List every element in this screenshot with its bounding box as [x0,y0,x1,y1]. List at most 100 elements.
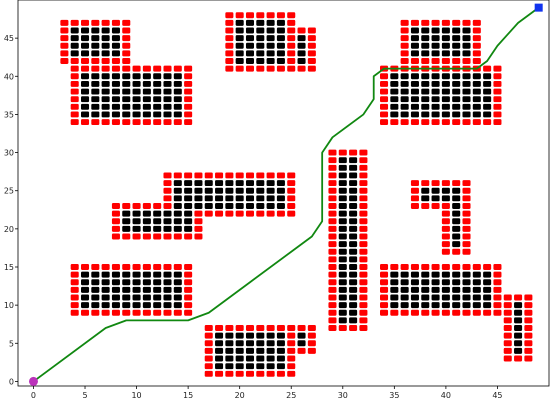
obstacle-interior-cell [390,111,399,118]
obstacle-boundary-cell [493,264,502,270]
obstacle-boundary-cell [359,279,368,286]
obstacle-interior-cell [235,35,244,42]
obstacle-boundary-cell [184,233,193,240]
obstacle-interior-cell [81,302,90,309]
obstacle-interior-cell [472,111,481,118]
obstacle-interior-cell [431,294,440,301]
obstacle-interior-cell [153,225,162,232]
obstacle-interior-cell [91,96,100,103]
obstacle-boundary-cell [493,309,502,316]
obstacle-boundary-cell [441,58,450,64]
obstacle-boundary-cell [163,119,172,126]
obstacle-boundary-cell [173,119,182,126]
obstacle-interior-cell [421,27,430,34]
obstacle-interior-cell [390,294,399,301]
obstacle-interior-cell [91,80,100,87]
obstacle-interior-cell [81,271,90,278]
obstacle-boundary-cell [462,19,471,26]
x-tick-label: 15 [183,391,193,400]
obstacle-boundary-cell [111,233,120,240]
obstacle-boundary-cell [276,325,285,331]
obstacle-boundary-cell [307,347,316,354]
obstacle-interior-cell [441,294,450,301]
obstacle-interior-cell [235,355,244,362]
obstacle-interior-cell [410,27,419,34]
obstacle-interior-cell [101,111,110,118]
obstacle-interior-cell [472,286,481,293]
x-tick-label: 35 [389,391,399,400]
obstacle-boundary-cell [493,302,502,309]
obstacle-boundary-cell [276,172,285,179]
obstacle-interior-cell [132,302,141,309]
obstacle-interior-cell [245,202,255,209]
obstacle-boundary-cell [338,325,347,331]
obstacle-boundary-cell [400,309,409,316]
obstacle-interior-cell [297,42,306,49]
obstacle-interior-cell [421,88,430,95]
obstacle-interior-cell [390,96,399,103]
obstacle-boundary-cell [307,42,316,49]
obstacle-interior-cell [215,180,224,187]
obstacle-boundary-cell [452,58,461,64]
obstacle-boundary-cell [359,256,368,263]
obstacle-boundary-cell [287,363,296,370]
obstacle-interior-cell [256,180,265,187]
obstacle-interior-cell [81,111,90,118]
obstacle-boundary-cell [328,149,337,156]
obstacle-boundary-cell [328,241,337,248]
obstacle-interior-cell [514,347,523,354]
x-tick-label: 5 [82,391,87,400]
obstacle-interior-cell [514,309,523,316]
obstacle-interior-cell [431,187,440,194]
obstacle-interior-cell [235,195,244,202]
obstacle-boundary-cell [472,58,481,64]
obstacle-boundary-cell [359,271,368,278]
obstacle-boundary-cell [70,73,79,80]
obstacle-interior-cell [400,103,409,110]
obstacle-boundary-cell [60,35,69,42]
obstacle-boundary-cell [421,19,430,26]
obstacle-boundary-cell [91,58,100,64]
obstacle-interior-cell [472,96,481,103]
obstacle-boundary-cell [287,180,296,187]
obstacle-interior-cell [349,233,358,240]
obstacle-boundary-cell [225,12,234,19]
obstacle-interior-cell [462,279,471,286]
goal-marker [534,3,543,12]
obstacle-interior-cell [111,42,120,49]
obstacle-interior-cell [184,210,193,217]
obstacle-boundary-cell [163,264,172,270]
obstacle-boundary-cell [524,309,533,316]
obstacle-boundary-cell [307,35,316,42]
obstacle-interior-cell [173,286,182,293]
obstacle-boundary-cell [328,187,337,194]
obstacle-boundary-cell [307,332,316,339]
obstacle-boundary-cell [349,325,358,331]
obstacle-boundary-cell [359,187,368,194]
obstacle-boundary-cell [297,65,306,72]
obstacle-interior-cell [81,50,90,57]
obstacle-interior-cell [81,279,90,286]
obstacle-boundary-cell [70,286,79,293]
obstacle-boundary-cell [122,27,131,34]
obstacle-boundary-cell [122,233,131,240]
obstacle-boundary-cell [70,88,79,95]
obstacle-boundary-cell [452,309,461,316]
obstacle-boundary-cell [266,210,275,217]
obstacle-boundary-cell [503,317,512,324]
obstacle-interior-cell [163,286,172,293]
obstacle-interior-cell [462,103,471,110]
obstacle-boundary-cell [70,58,79,64]
obstacle-boundary-cell [328,225,337,232]
obstacle-interior-cell [472,271,481,278]
obstacle-interior-cell [431,286,440,293]
obstacle-interior-cell [276,363,285,370]
obstacle-interior-cell [410,42,419,49]
obstacle-interior-cell [441,286,450,293]
obstacle-interior-cell [235,332,244,339]
obstacle-interior-cell [173,294,182,301]
obstacle-boundary-cell [380,279,389,286]
obstacle-interior-cell [349,202,358,209]
obstacle-interior-cell [173,302,182,309]
obstacle-interior-cell [410,279,419,286]
